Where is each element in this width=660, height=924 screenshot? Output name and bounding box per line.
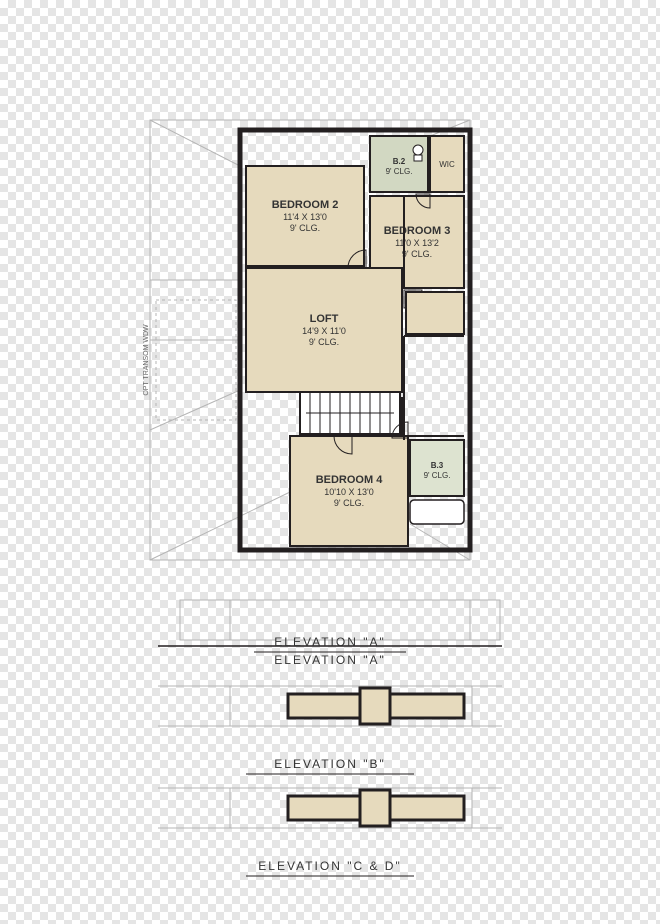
bathtub — [410, 500, 464, 524]
room-clg: 9' CLG. — [334, 498, 364, 508]
bath-clg: 9' CLG. — [386, 167, 413, 176]
elevation-a-label: ELEVATION "A" — [274, 653, 385, 667]
room-loft: LOFT14'9 X 11'09' CLG. — [246, 268, 402, 392]
room-dim: 14'9 X 11'0 — [302, 326, 346, 336]
bath-b2: B.29' CLG. — [370, 136, 428, 192]
elevation-label-0: ELEVATION "A" — [274, 635, 385, 649]
room-bedroom4: BEDROOM 410'10 X 13'09' CLG. — [290, 436, 408, 546]
left-annotation: OPT TRANSOM WDW — [143, 324, 150, 396]
room-wic_top: WIC — [430, 136, 464, 192]
elevation-block-0 — [158, 686, 502, 726]
room-dim: 11'0 X 13'2 — [395, 238, 439, 248]
elevation-block-1 — [158, 788, 502, 828]
elevation-label-1: ELEVATION "B" — [274, 757, 385, 771]
toilet-tank-icon — [414, 155, 422, 161]
room-name: BEDROOM 2 — [272, 199, 339, 211]
hall-area — [406, 292, 464, 334]
room-clg: 9' CLG. — [309, 337, 339, 347]
room-name: BEDROOM 4 — [316, 474, 384, 486]
room-name: LOFT — [310, 313, 339, 325]
elevation-label-2: ELEVATION "C & D" — [258, 859, 401, 873]
room-clg: 9' CLG. — [402, 249, 432, 259]
room-name: BEDROOM 3 — [384, 225, 451, 237]
room-dim: 11'4 X 13'0 — [283, 212, 327, 222]
room-dim: 10'10 X 13'0 — [324, 487, 373, 497]
bath-name: B.3 — [431, 461, 444, 470]
room-clg: 9' CLG. — [290, 223, 320, 233]
stairs — [300, 392, 400, 434]
option-area — [156, 300, 236, 420]
floorplan-diagram: OPT TRANSOM WDWBEDROOM 211'4 X 13'09' CL… — [0, 0, 660, 924]
bath-b3: B.39' CLG. — [410, 440, 464, 496]
bath-name: B.2 — [393, 157, 406, 166]
bath-clg: 9' CLG. — [424, 471, 451, 480]
room-bedroom2: BEDROOM 211'4 X 13'09' CLG. — [246, 166, 364, 266]
room-name: WIC — [439, 160, 455, 169]
toilet-icon — [413, 145, 423, 155]
